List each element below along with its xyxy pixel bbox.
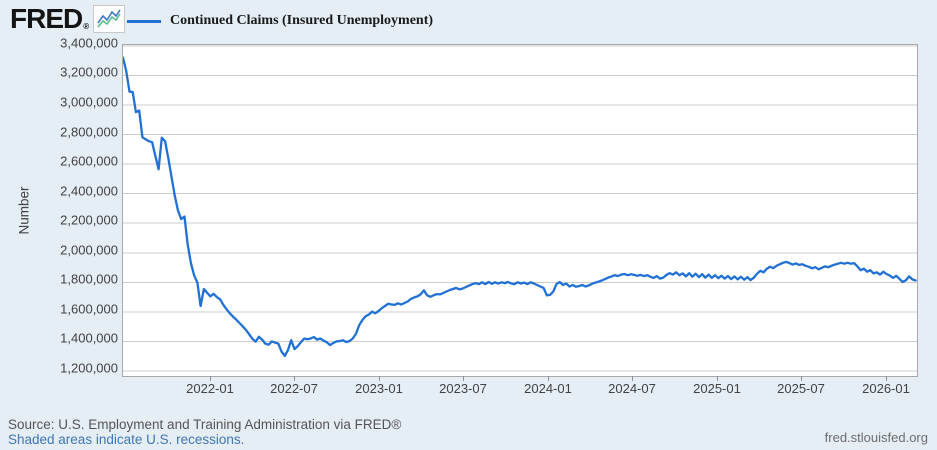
y-tick-label: 2,400,000 <box>60 183 118 199</box>
y-axis-title: Number <box>16 186 32 235</box>
y-tick-label: 1,200,000 <box>60 360 118 376</box>
x-tick-mark <box>886 376 887 381</box>
fred-logo: FRED ® <box>10 3 126 34</box>
x-tick-mark <box>801 376 802 381</box>
source-text: Source: U.S. Employment and Training Adm… <box>8 417 402 432</box>
x-tick-label: 2023-01 <box>355 381 403 396</box>
x-tick-label: 2024-01 <box>524 381 572 396</box>
x-tick-mark <box>548 376 549 381</box>
legend: Continued Claims (Insured Unemployment) <box>127 13 433 29</box>
y-tick-label: 2,600,000 <box>60 153 118 169</box>
x-tick-label: 2023-07 <box>439 381 487 396</box>
y-tick-label: 2,000,000 <box>60 242 118 258</box>
recession-note-link[interactable]: Shaded areas indicate U.S. recessions. <box>8 432 245 447</box>
y-tick-label: 1,600,000 <box>60 301 118 317</box>
x-tick-mark <box>463 376 464 381</box>
chart-svg <box>123 45 917 372</box>
registered-mark: ® <box>83 22 90 31</box>
x-tick-label: 2022-07 <box>270 381 318 396</box>
y-tick-label: 3,000,000 <box>60 94 118 110</box>
x-tick-label: 2025-01 <box>693 381 741 396</box>
x-tick-mark <box>379 376 380 381</box>
x-tick-label: 2025-07 <box>777 381 825 396</box>
legend-series-label: Continued Claims (Insured Unemployment) <box>170 13 434 28</box>
plot-area[interactable] <box>122 44 918 377</box>
fred-site-link[interactable]: fred.stlouisfed.org <box>824 430 928 445</box>
x-tick-mark <box>294 376 295 381</box>
y-tick-label: 2,200,000 <box>60 212 118 228</box>
fred-logo-text: FRED <box>10 3 83 34</box>
series-line <box>123 56 917 358</box>
x-tick-mark <box>632 376 633 381</box>
y-tick-label: 3,400,000 <box>60 35 118 51</box>
y-tick-label: 1,400,000 <box>60 330 118 346</box>
x-tick-mark <box>717 376 718 381</box>
x-tick-label: 2022-01 <box>186 381 234 396</box>
y-tick-label: 2,800,000 <box>60 124 118 140</box>
y-tick-label: 1,800,000 <box>60 271 118 287</box>
fred-chart-icon <box>93 5 126 33</box>
legend-line-swatch <box>127 19 161 23</box>
x-tick-mark <box>210 376 211 381</box>
y-tick-label: 3,200,000 <box>60 64 118 80</box>
x-tick-label: 2024-07 <box>608 381 656 396</box>
x-tick-label: 2026-01 <box>862 381 910 396</box>
